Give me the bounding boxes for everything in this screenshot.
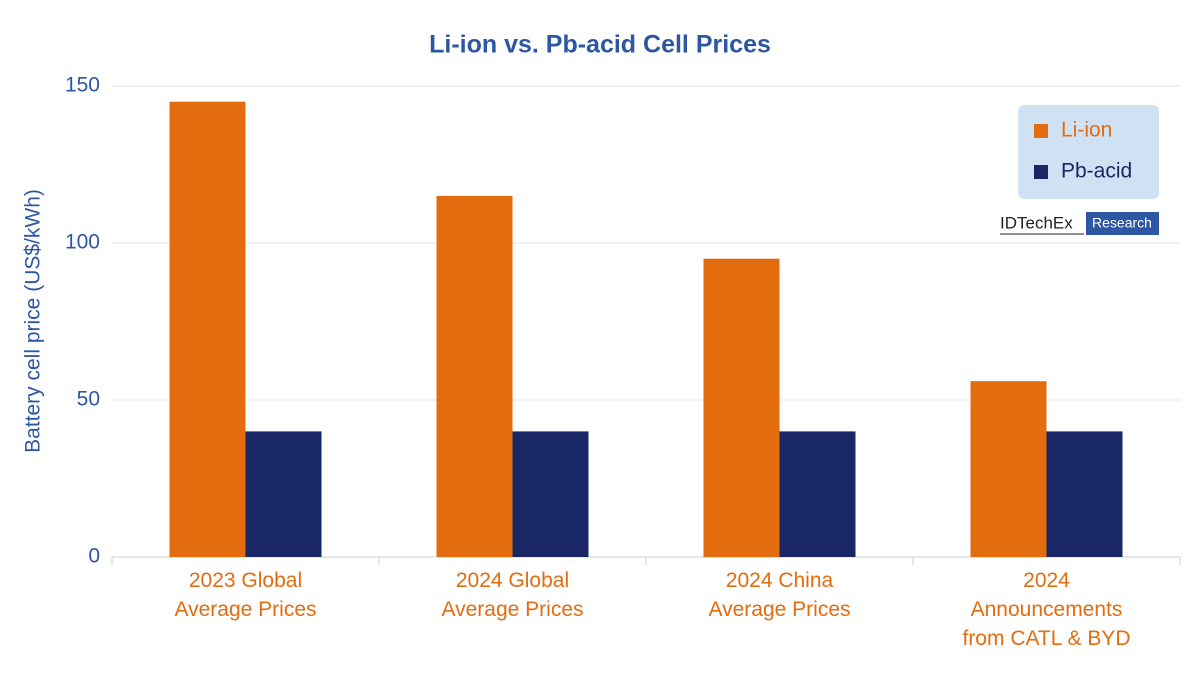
- x-tick-label: 2023 Global Average Prices: [174, 569, 317, 621]
- bar: [703, 258, 780, 557]
- logo-name: IDTechEx: [1000, 213, 1073, 232]
- logo-tag: Research: [1092, 215, 1152, 231]
- y-tick-label: 0: [88, 545, 100, 568]
- bar: [245, 431, 322, 557]
- chart-title: Li-ion vs. Pb-acid Cell Prices: [429, 31, 771, 59]
- legend-label: Pb-acid: [1061, 160, 1132, 183]
- x-tick-label: 2024 China Average Prices: [708, 569, 851, 621]
- bar: [512, 431, 589, 557]
- y-tick-label: 100: [65, 231, 100, 254]
- y-tick-label: 50: [77, 388, 100, 411]
- legend-swatch: [1034, 165, 1048, 179]
- x-tick-label: 2024 Announcements from CATL & BYD: [962, 569, 1131, 650]
- legend-label: Li-ion: [1061, 119, 1112, 142]
- legend-box: [1018, 105, 1159, 199]
- x-tick-label: 2024 Global Average Prices: [441, 569, 584, 621]
- y-axis-label: Battery cell price (US$/kWh): [22, 189, 45, 453]
- logo-tag-box: [1086, 212, 1159, 235]
- bar: [779, 431, 856, 557]
- bar: [970, 381, 1047, 557]
- y-tick-label: 150: [65, 74, 100, 97]
- bar: [169, 101, 246, 557]
- bar: [1046, 431, 1123, 557]
- legend-swatch: [1034, 124, 1048, 138]
- bar: [436, 195, 513, 557]
